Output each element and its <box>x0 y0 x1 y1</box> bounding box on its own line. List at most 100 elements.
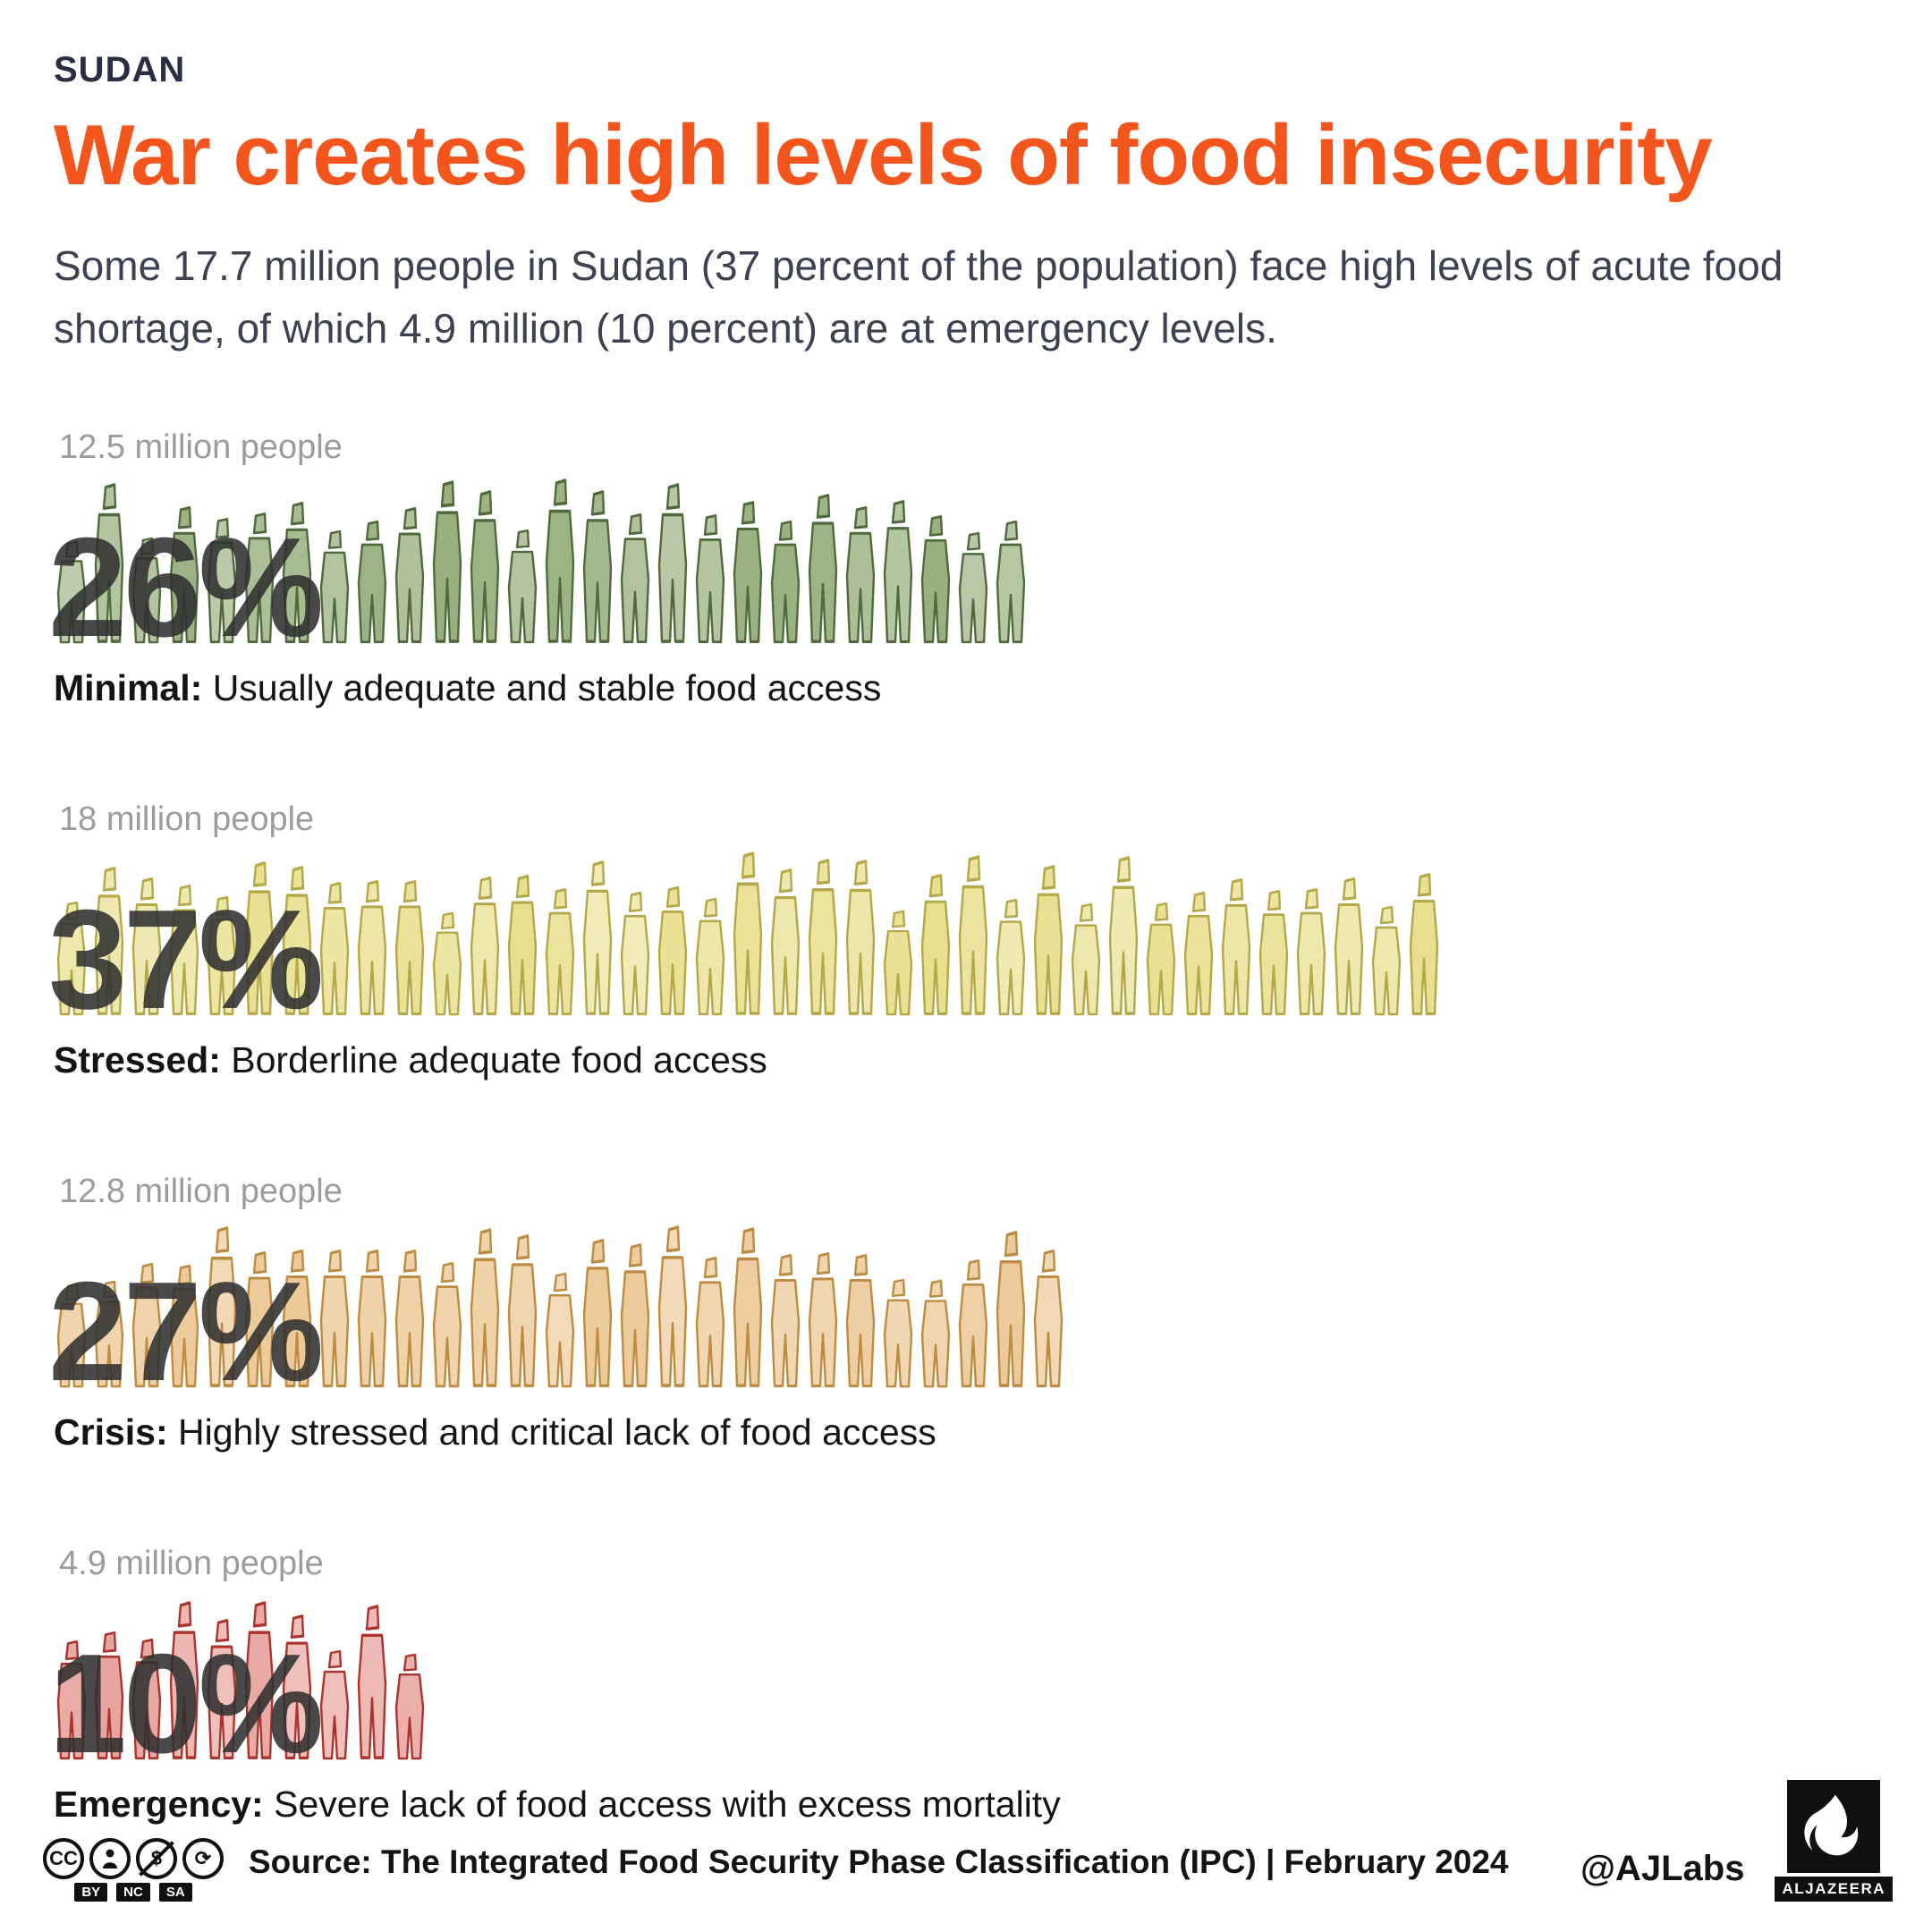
person-icon <box>920 1279 951 1388</box>
person-icon <box>958 531 988 643</box>
person-icon <box>394 879 425 1015</box>
person-icon <box>920 873 951 1015</box>
person-icon <box>620 513 650 643</box>
person-icon <box>582 860 613 1015</box>
person-icon <box>94 866 124 1015</box>
person-icon <box>56 1640 87 1759</box>
section-emergency: 4.9 million people 10% Emergency: Severe… <box>48 1545 1878 1826</box>
person-icon <box>1334 877 1364 1015</box>
category-description: Severe lack of food access with excess m… <box>274 1783 1061 1825</box>
person-icon <box>207 1618 237 1759</box>
person-icon <box>1409 872 1439 1015</box>
person-icon <box>582 1238 613 1387</box>
person-icon <box>244 1250 275 1387</box>
person-icon <box>169 505 199 643</box>
person-icon <box>131 537 162 644</box>
people-count-label: 12.5 million people <box>59 428 343 466</box>
person-icon <box>507 529 538 643</box>
person-icon <box>1033 1249 1063 1387</box>
person-icon <box>695 897 725 1015</box>
person-icon <box>103 1849 117 1868</box>
person-icon <box>808 493 838 643</box>
person-icon <box>1221 877 1251 1015</box>
person-icon <box>282 1249 312 1387</box>
cc-license-tags: BY NC SA <box>74 1883 192 1902</box>
person-icon <box>169 1600 199 1759</box>
person-icon <box>770 520 801 643</box>
person-icon <box>357 1604 387 1759</box>
person-icon <box>394 506 425 643</box>
cc-sa-icon: ⟳ <box>182 1838 224 1879</box>
person-icon <box>808 1251 838 1387</box>
person-icon <box>1033 864 1063 1015</box>
person-icon <box>470 876 500 1015</box>
person-icon <box>695 513 725 643</box>
cc-nc-icon: $ <box>136 1838 177 1879</box>
person-icon <box>657 482 688 643</box>
person-icon <box>432 1261 462 1387</box>
person-icon <box>733 852 763 1015</box>
person-icon <box>131 877 162 1015</box>
person-icon <box>131 1638 162 1759</box>
person-icon <box>845 859 876 1015</box>
person-icon <box>507 874 538 1015</box>
aljazeera-wordmark: ALJAZEERA <box>1775 1877 1893 1902</box>
person-icon <box>94 1631 124 1759</box>
person-icon <box>244 860 275 1015</box>
pictogram-row <box>54 844 1878 1016</box>
person-icon <box>319 1649 350 1760</box>
credit-handle: @AJLabs <box>1580 1849 1745 1888</box>
people-count-label: 18 million people <box>59 800 315 838</box>
people-count-label: 12.8 million people <box>59 1172 343 1210</box>
pictogram-row <box>54 472 1878 644</box>
person-icon <box>56 540 87 644</box>
person-icon <box>1146 902 1176 1015</box>
source-attribution: Source: The Integrated Food Security Pha… <box>249 1843 1509 1880</box>
person-icon <box>657 886 688 1015</box>
person-icon <box>282 501 312 643</box>
person-icon <box>1071 902 1101 1015</box>
person-icon <box>733 500 763 643</box>
percent-value: 10% <box>48 1624 324 1783</box>
person-icon <box>169 884 199 1015</box>
cc-tag-by: BY <box>74 1883 108 1902</box>
category-name: Emergency: <box>54 1783 264 1825</box>
person-icon <box>808 858 838 1015</box>
person-icon <box>958 1258 988 1387</box>
cc-by-icon <box>89 1838 131 1879</box>
aljazeera-logo: ALJAZEERA <box>1775 1780 1893 1902</box>
person-icon <box>357 520 387 643</box>
section-minimal: 12.5 million people 26% Minimal: Usually… <box>48 428 1878 709</box>
person-icon <box>244 1600 275 1759</box>
chart-sections: 12.5 million people 26% Minimal: Usually… <box>48 428 1878 1826</box>
category-caption: Stressed: Borderline adequate food acces… <box>54 1039 1878 1081</box>
person-icon <box>545 887 575 1015</box>
person-icon <box>695 1256 725 1387</box>
section-crisis: 12.8 million people 27% Crisis: Highly s… <box>48 1172 1878 1453</box>
person-icon <box>432 479 462 643</box>
aljazeera-calligraphy-icon <box>1787 1780 1881 1873</box>
person-icon <box>845 505 876 643</box>
category-description: Usually adequate and stable food access <box>212 666 882 708</box>
person-icon <box>56 1283 87 1388</box>
person-icon <box>319 1249 350 1387</box>
percent-value: 26% <box>48 508 324 666</box>
person-icon <box>282 865 312 1015</box>
person-icon <box>244 512 275 643</box>
person-icon <box>131 1262 162 1387</box>
percent-value: 37% <box>48 880 324 1038</box>
kicker: SUDAN <box>54 50 186 89</box>
person-icon <box>545 479 575 643</box>
person-icon <box>657 1224 688 1387</box>
person-icon <box>620 891 650 1015</box>
person-icon <box>1258 889 1289 1015</box>
person-icon <box>1108 855 1139 1015</box>
person-icon <box>357 879 387 1015</box>
cc-icon: CC <box>43 1838 84 1879</box>
person-icon <box>282 1614 312 1759</box>
category-name: Stressed: <box>54 1038 221 1080</box>
category-caption: Minimal: Usually adequate and stable foo… <box>54 667 1878 709</box>
section-stressed: 18 million people 37% Stressed: Borderli… <box>48 800 1878 1081</box>
person-icon <box>207 517 237 643</box>
